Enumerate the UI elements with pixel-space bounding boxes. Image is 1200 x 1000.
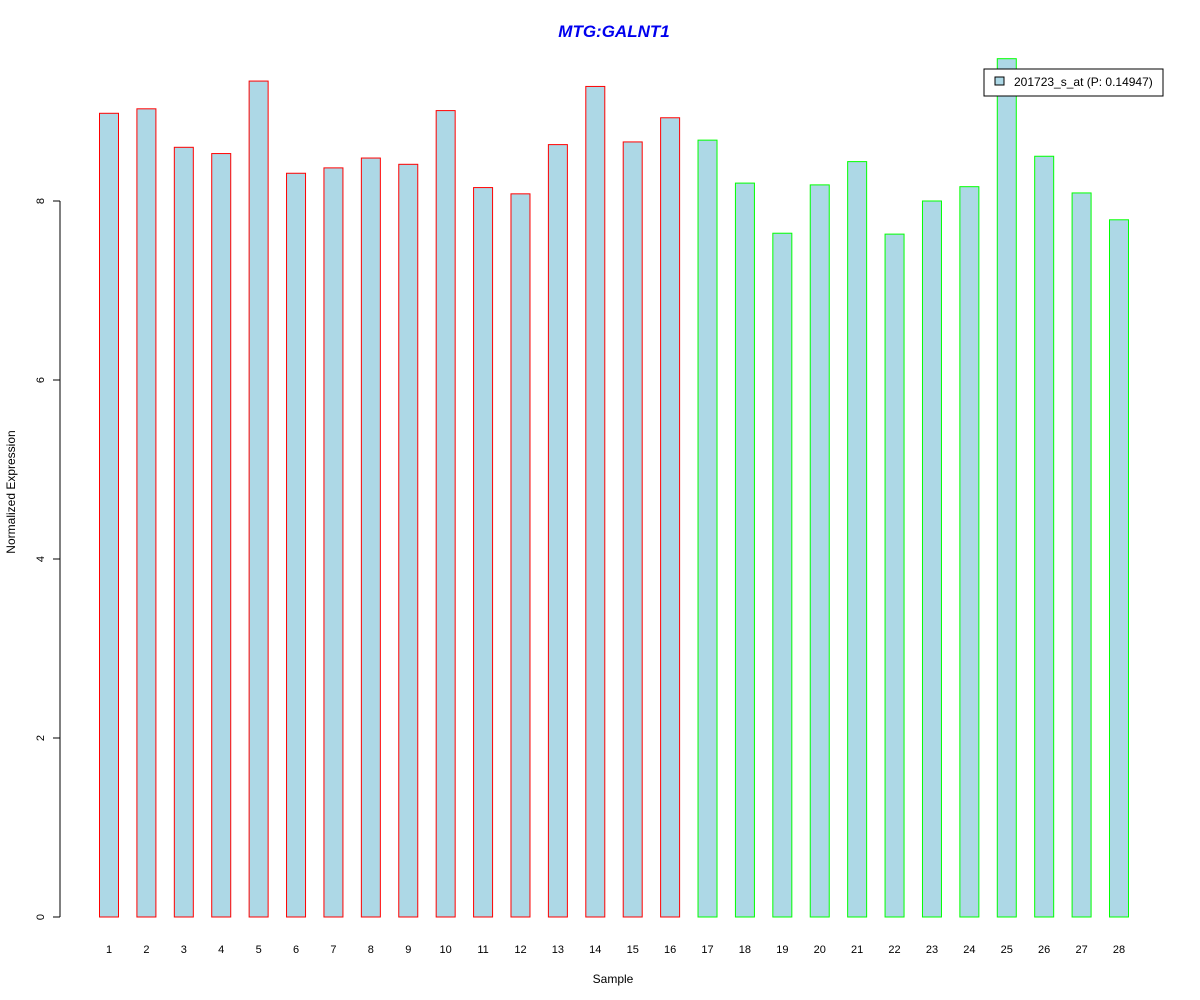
bar-sample-13 (547, 144, 568, 918)
bar-sample-3 (173, 146, 194, 918)
x-tick-label: 12 (514, 944, 526, 956)
y-tick-label: 2 (35, 735, 47, 741)
x-tick-label: 3 (181, 944, 187, 956)
legend: 201723_s_at (P: 0.14947) (983, 68, 1164, 97)
x-tick-label: 16 (664, 944, 676, 956)
bar-sample-19 (772, 232, 793, 918)
x-tick-label: 21 (851, 944, 863, 956)
chart-title: MTG:GALNT1 (558, 22, 669, 41)
bar-sample-5 (248, 80, 269, 918)
x-tick-label: 5 (256, 944, 262, 956)
bar-sample-20 (809, 184, 830, 918)
bar-sample-24 (959, 186, 980, 918)
x-tick-label: 11 (477, 944, 488, 956)
y-tick-label: 6 (35, 377, 47, 383)
bar-sample-9 (398, 163, 419, 918)
x-tick-label: 8 (368, 944, 374, 956)
bar-sample-15 (622, 141, 643, 918)
x-tick-label: 28 (1113, 944, 1125, 956)
bar-sample-26 (1034, 155, 1055, 918)
y-axis-label: Normalized Expression (4, 430, 18, 553)
bar-sample-25 (996, 58, 1017, 918)
bar-sample-10 (435, 110, 456, 918)
x-tick-label: 20 (814, 944, 826, 956)
bar-sample-22 (884, 233, 905, 918)
bar-sample-4 (211, 153, 232, 918)
legend-swatch (994, 76, 1005, 86)
x-tick-label: 10 (440, 944, 452, 956)
bar-sample-12 (510, 193, 531, 918)
bar-sample-27 (1071, 192, 1092, 918)
bar-sample-14 (585, 85, 606, 918)
bar-sample-11 (473, 187, 494, 918)
x-tick-label: 26 (1038, 944, 1050, 956)
x-tick-labels: 1 2 3 4 5 6 7 8 9 10 11 12 13 14 15 16 17 18 19 20 21 22 23 24 2… (106, 944, 1125, 956)
bar-sample-1 (99, 112, 119, 918)
x-tick-label: 7 (330, 944, 336, 956)
legend-label: 201723_s_at (P: 0.14947) (1014, 75, 1153, 89)
y-tick-label: 4 (35, 556, 47, 562)
x-tick-label: 4 (218, 944, 224, 956)
bar-sample-18 (734, 182, 755, 918)
x-tick-label: 2 (143, 944, 149, 956)
x-tick-label: 17 (701, 944, 713, 956)
x-tick-label: 15 (627, 944, 639, 956)
x-tick-label: 25 (1001, 944, 1013, 956)
x-tick-label: 24 (963, 944, 975, 956)
bar-sample-17 (697, 139, 718, 918)
y-tick-label: 8 (35, 198, 47, 204)
x-tick-label: 14 (589, 944, 601, 956)
x-tick-label: 19 (776, 944, 788, 956)
x-tick-label: 27 (1075, 944, 1087, 956)
legend-box (983, 68, 1164, 97)
bar-sample-7 (323, 167, 344, 918)
bar-sample-16 (660, 117, 681, 918)
x-tick-label: 23 (926, 944, 938, 956)
bar-sample-21 (847, 161, 868, 918)
bar-sample-6 (286, 172, 307, 918)
bar-sample-23 (921, 200, 942, 918)
x-tick-label: 22 (888, 944, 900, 956)
x-tick-label: 18 (739, 944, 751, 956)
bar-sample-8 (360, 157, 381, 918)
x-tick-label: 1 (106, 944, 112, 956)
y-axis: 0 2 4 6 8 (35, 198, 61, 920)
bar-sample-2 (136, 108, 157, 918)
x-axis-label: Sample (593, 972, 634, 986)
x-tick-label: 9 (405, 944, 411, 956)
x-tick-label: 13 (552, 944, 564, 956)
bar-sample-28 (1109, 219, 1129, 918)
y-tick-label: 0 (35, 914, 47, 920)
bars (99, 58, 1129, 918)
x-tick-label: 6 (293, 944, 299, 956)
